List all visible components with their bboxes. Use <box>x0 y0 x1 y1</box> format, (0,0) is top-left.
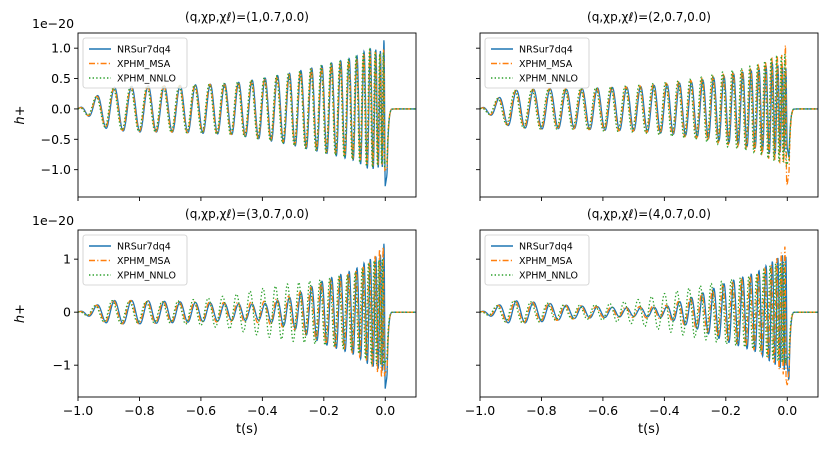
legend-entry: XPHM_MSA <box>519 256 573 267</box>
legend: NRSur7dq4 XPHM_MSA XPHM_NNLO <box>484 234 590 286</box>
subplot-title: (q,χp,χℓ)=(2,0.7,0.0) <box>587 10 711 24</box>
subplot-3: −1.0 −0.8 −0.6 −0.4 −0.2 0.0 −1 0 1 (q,χp,χℓ)=(3,… <box>13 207 417 437</box>
legend-entry: NRSur7dq4 <box>117 45 171 56</box>
subplot-1: −1.0 −0.5 0.0 0.5 1.0 (q,χp,χℓ)=(1,0.7,0.0) 1e… <box>13 10 417 201</box>
axes-frame <box>479 229 819 398</box>
axes-frame <box>77 32 417 198</box>
x-axis-label: t(s) <box>236 422 258 437</box>
series-line-xphm-msa <box>480 246 818 386</box>
series-line-xphm-msa <box>78 246 416 378</box>
y-tick-label: −1 <box>53 358 71 373</box>
subplot-4: −1.0 −0.8 −0.6 −0.4 −0.2 0.0 (q,χp,χℓ)=(4,0.7,… <box>465 207 819 437</box>
y-tick-label: 0.5 <box>51 71 71 86</box>
x-tick-label: −0.8 <box>526 403 556 418</box>
x-tick-label: 0.0 <box>375 403 395 418</box>
legend-entry: NRSur7dq4 <box>117 242 171 253</box>
y-tick-label: 1.0 <box>51 41 71 56</box>
x-tick-label: 0.0 <box>777 403 797 418</box>
y-tick-label: 0 <box>63 305 71 320</box>
subplot-2: (q,χp,χℓ)=(2,0.7,0.0) NRSur7dq4 XPHM_MSA XP… <box>476 10 819 201</box>
axes-frame <box>479 32 819 198</box>
legend-entry: XPHM_MSA <box>117 256 171 267</box>
series-line-xphm-msa <box>78 48 416 172</box>
legend-entry: XPHM_NNLO <box>519 74 578 85</box>
y-offset-text: 1e−20 <box>32 16 74 31</box>
subplot-title: (q,χp,χℓ)=(4,0.7,0.0) <box>587 207 711 221</box>
legend-entry: NRSur7dq4 <box>519 242 573 253</box>
x-tick-label: −0.4 <box>649 403 679 418</box>
legend-entry: XPHM_NNLO <box>519 271 578 282</box>
x-tick-label: −0.2 <box>711 403 741 418</box>
legend-entry: NRSur7dq4 <box>519 45 573 56</box>
legend: NRSur7dq4 XPHM_MSA XPHM_NNLO <box>82 37 188 89</box>
legend-entry: XPHM_MSA <box>519 59 573 70</box>
x-tick-label: −0.2 <box>309 403 339 418</box>
y-tick-label: −0.5 <box>41 132 71 147</box>
legend-entry: XPHM_NNLO <box>117 74 176 85</box>
x-tick-label: −1.0 <box>465 403 495 418</box>
legend-entry: XPHM_MSA <box>117 59 171 70</box>
x-axis-label: t(s) <box>638 422 660 437</box>
y-tick-label: 1 <box>63 252 71 267</box>
x-tick-label: −0.8 <box>124 403 154 418</box>
legend: NRSur7dq4 XPHM_MSA XPHM_NNLO <box>484 37 590 89</box>
series-line-xphm-nnlo <box>78 257 416 366</box>
x-tick-label: −0.6 <box>186 403 216 418</box>
x-tick-label: −0.6 <box>588 403 618 418</box>
y-axis-label: h+ <box>13 105 28 124</box>
series-line-xphm-nnlo <box>480 54 818 167</box>
y-tick-label: −1.0 <box>41 162 71 177</box>
x-tick-label: −0.4 <box>247 403 277 418</box>
y-tick-label: 0.0 <box>51 101 71 116</box>
legend: NRSur7dq4 XPHM_MSA XPHM_NNLO <box>82 234 188 286</box>
subplot-title: (q,χp,χℓ)=(3,0.7,0.0) <box>185 207 309 221</box>
axes-frame <box>77 229 417 398</box>
y-offset-text: 1e−20 <box>32 213 74 228</box>
x-tick-label: −1.0 <box>63 403 93 418</box>
legend-entry: XPHM_NNLO <box>117 271 176 282</box>
subplot-title: (q,χp,χℓ)=(1,0.7,0.0) <box>185 10 309 24</box>
y-axis-label: h+ <box>13 304 28 323</box>
series-line-xphm-nnlo <box>78 47 416 169</box>
